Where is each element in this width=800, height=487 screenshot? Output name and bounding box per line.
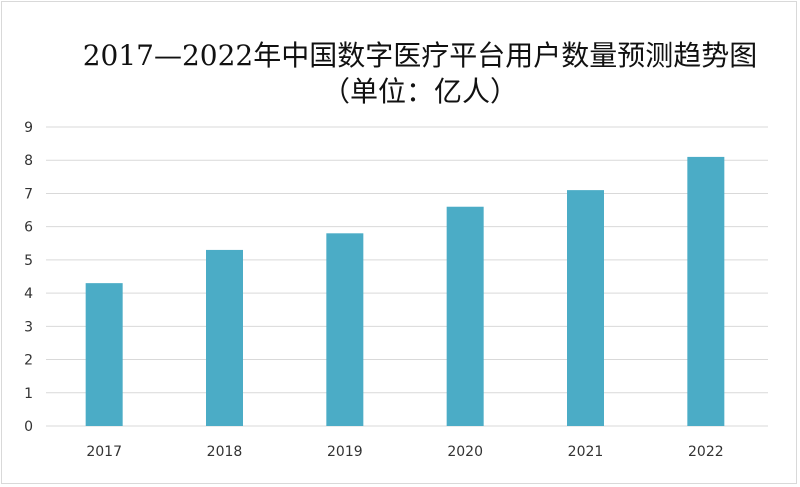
x-tick-label: 2022 <box>688 444 724 460</box>
y-tick-label: 5 <box>24 253 33 269</box>
y-tick-label: 3 <box>24 319 33 335</box>
bar-2020 <box>446 206 484 426</box>
y-tick-label: 2 <box>24 353 33 369</box>
x-tick-label: 2019 <box>327 444 363 460</box>
x-tick-label: 2017 <box>86 444 122 460</box>
x-axis-ticks: 2017 2018 2019 2020 2021 2022 <box>86 444 723 460</box>
y-tick-label: 9 <box>24 120 33 136</box>
y-tick-label: 7 <box>24 186 33 202</box>
y-tick-label: 8 <box>24 153 33 169</box>
x-tick-label: 2021 <box>568 444 604 460</box>
bar-2017 <box>85 283 123 426</box>
y-axis-ticks: 0 1 2 3 4 5 6 7 8 9 <box>24 120 33 435</box>
y-tick-label: 6 <box>24 220 33 236</box>
y-tick-label: 1 <box>24 386 33 402</box>
bar-2019 <box>326 233 364 426</box>
bars <box>85 156 725 426</box>
bar-2022 <box>687 156 725 426</box>
chart-title: 2017—2022年中国数字医疗平台用户数量预测趋势图（单位：亿人） <box>82 39 758 108</box>
y-tick-label: 4 <box>24 286 33 302</box>
x-tick-label: 2020 <box>447 444 483 460</box>
bar-2018 <box>206 249 243 426</box>
bar-2021 <box>567 190 604 426</box>
y-tick-label: 0 <box>24 419 33 435</box>
x-tick-label: 2018 <box>207 444 243 460</box>
gridlines <box>46 126 768 427</box>
